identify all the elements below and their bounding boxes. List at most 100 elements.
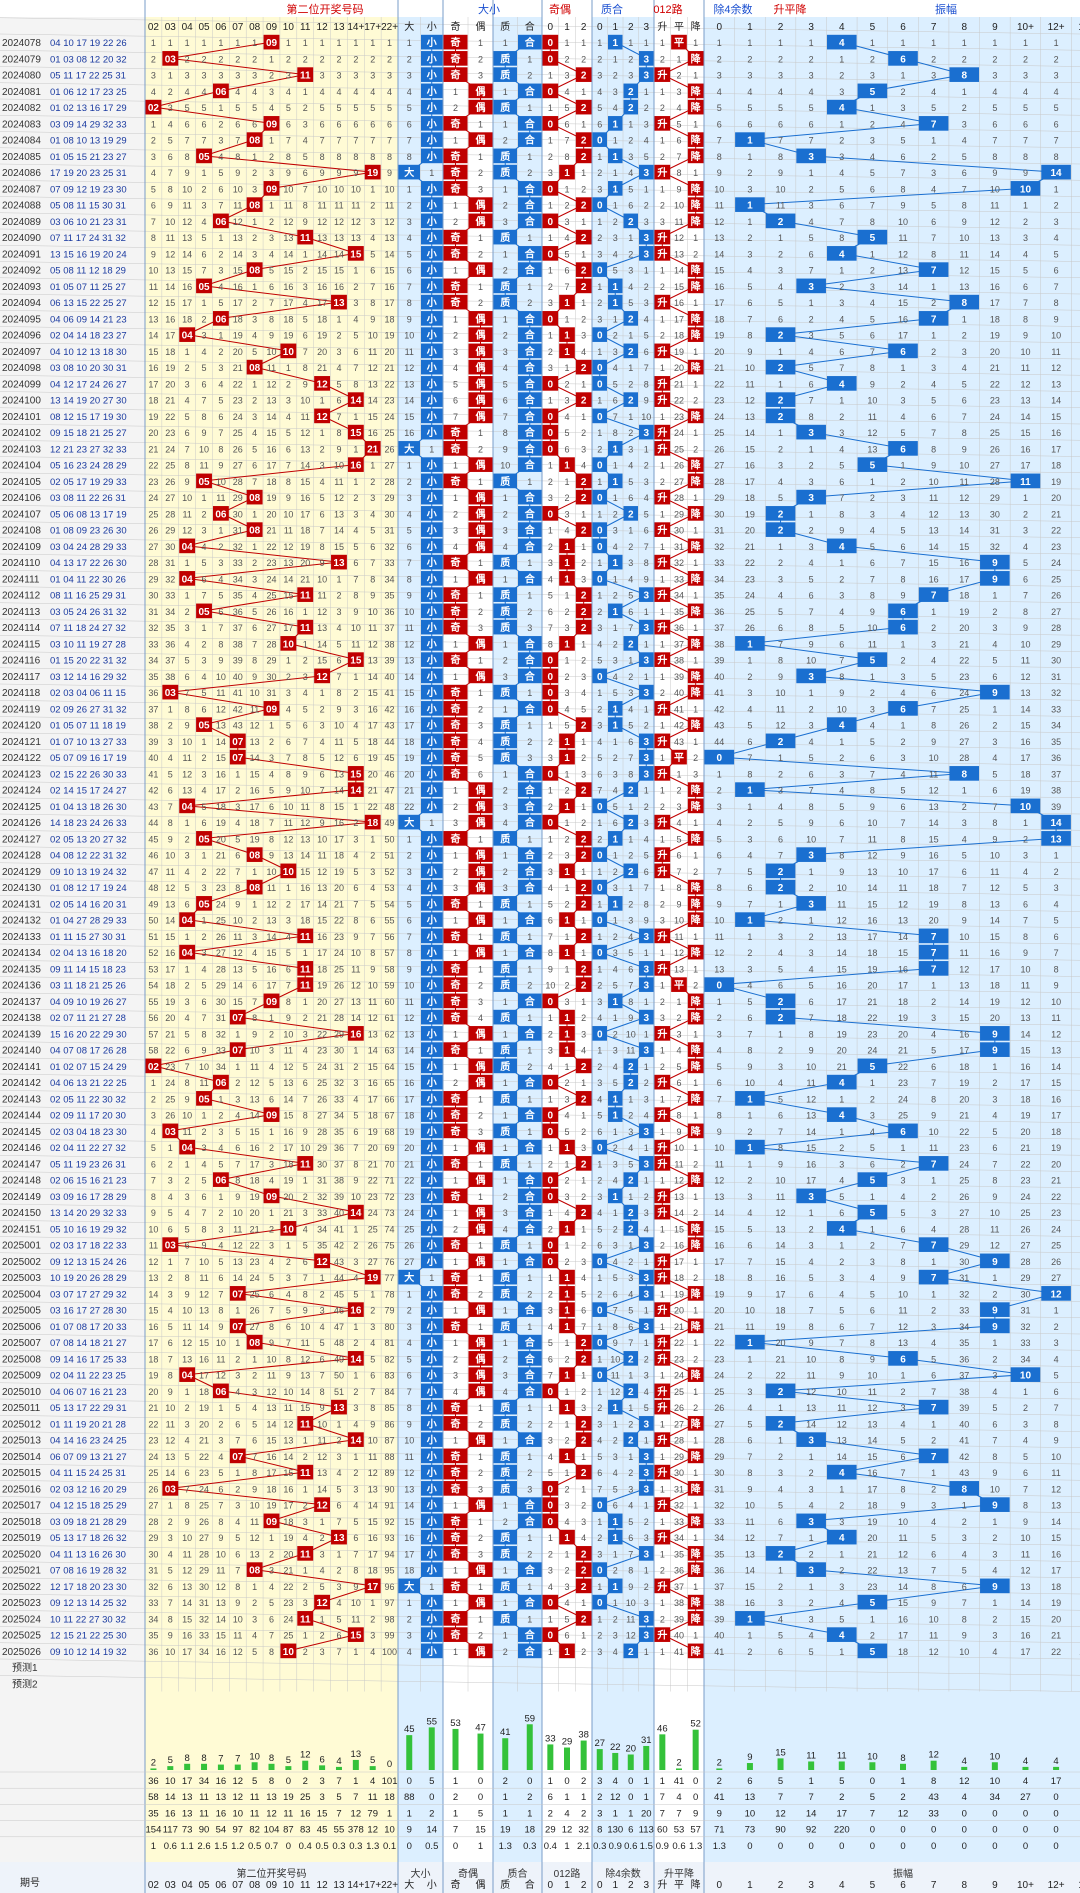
column-footer-amp-5: 5 xyxy=(870,1880,876,1891)
omission-count: 2 xyxy=(370,1306,375,1316)
omission-count: 3 xyxy=(503,1208,508,1218)
omission-count: 18 xyxy=(334,851,344,861)
omission-count: 15 xyxy=(368,1062,378,1072)
cell-mark-text-r3: 0 xyxy=(548,509,554,520)
cell-mark-text-dx: 小 xyxy=(426,751,437,764)
omission-count: 2 xyxy=(252,558,257,568)
omission-count: 2 xyxy=(581,54,586,64)
omission-count: 5 xyxy=(202,802,207,812)
omission-count: 21 xyxy=(368,786,378,796)
cell-mark-text-amp: 6 xyxy=(900,54,906,65)
omission-count: 6 xyxy=(185,1468,190,1478)
omission-count: 7 xyxy=(185,136,190,146)
omission-count: 10 xyxy=(351,948,361,958)
omission-count: 33 xyxy=(385,558,395,568)
omission-count: 14 xyxy=(182,249,192,259)
omission-count: 12 xyxy=(334,217,344,227)
omission-count: 6 xyxy=(303,1078,308,1088)
omission-count: 5 xyxy=(628,591,633,601)
omission-count: 1 xyxy=(597,477,602,487)
omission-count: 5 xyxy=(286,948,291,958)
period-label: 2025018 xyxy=(2,1517,41,1528)
omission-count: 18 xyxy=(199,1387,209,1397)
omission-count: 29 xyxy=(385,493,395,503)
omission-count: 10 xyxy=(626,1029,636,1039)
omission-count: 20 xyxy=(317,997,327,1007)
cell-mark-text-m4: 0 xyxy=(597,542,603,553)
omission-count: 2 xyxy=(503,786,508,796)
omission-count: 2 xyxy=(613,591,618,601)
omission-count: 7 xyxy=(407,558,412,568)
draw-numbers: 04 06 07 16 21 23 xyxy=(50,1387,127,1398)
cell-mark-pos xyxy=(347,246,364,261)
omission-count: 2 xyxy=(370,1614,375,1624)
omission-count: 10 xyxy=(182,1111,192,1121)
omission-count: 2 xyxy=(185,1403,190,1413)
omission-count: 1 xyxy=(453,493,458,503)
cell-mark-text-spj: 升 xyxy=(657,1336,667,1349)
omission-count: 5 xyxy=(286,103,291,113)
cell-mark-text-r3: 1 xyxy=(564,1403,570,1414)
omission-count: 1 xyxy=(503,704,508,714)
cell-mark-text-r3: 2 xyxy=(581,1582,587,1593)
omission-count: 92 xyxy=(385,1517,395,1527)
omission-count: 1 xyxy=(353,802,358,812)
cell-mark-text-amp: 3 xyxy=(808,1566,814,1577)
appear-bar xyxy=(612,1752,619,1770)
omission-count: 1 xyxy=(303,607,308,617)
omission-count: 1 xyxy=(564,1387,569,1397)
omission-count: 4 xyxy=(252,1631,257,1641)
omission-count: 4 xyxy=(235,87,240,97)
cell-mark-text-jo: 偶 xyxy=(475,637,486,650)
omission-count: 37 xyxy=(233,623,243,633)
cell-mark-text-dx: 小 xyxy=(426,491,437,504)
omission-count: 3 xyxy=(370,1631,375,1641)
period-label: 2025026 xyxy=(2,1647,41,1658)
omission-count: 10 xyxy=(216,672,226,682)
omission-count: 25 xyxy=(317,1078,327,1088)
omission-count: 4 xyxy=(581,688,586,698)
omission-count: 1 xyxy=(527,1241,532,1251)
omission-count: 27 xyxy=(368,1257,378,1267)
omission-count: 1 xyxy=(628,883,633,893)
omission-count: 11 xyxy=(317,851,326,861)
omission-count: 18 xyxy=(368,737,378,747)
cell-mark-text-dx: 小 xyxy=(426,572,437,585)
draw-numbers: 04 10 17 19 22 26 xyxy=(50,38,127,49)
cell-mark-text-amp: 14 xyxy=(1051,168,1063,179)
row-line xyxy=(0,683,1080,701)
cell-mark-text-amp: 3 xyxy=(808,1436,814,1447)
cell-mark-text-spj: 降 xyxy=(691,150,702,163)
cell-mark-text-jo: 奇 xyxy=(451,36,461,49)
omission-count: 2 xyxy=(548,1159,553,1169)
omission-count: 7 xyxy=(303,347,308,357)
trend-line-pos xyxy=(203,464,356,482)
omission-count: 14 xyxy=(368,672,378,682)
omission-count: 6 xyxy=(370,916,375,926)
omission-count: 7 xyxy=(320,1371,325,1381)
omission-count: 2 xyxy=(564,1257,569,1267)
omission-count: 1 xyxy=(353,672,358,682)
omission-count: 2 xyxy=(320,1289,325,1299)
cell-mark-text-pos: 15 xyxy=(350,769,362,780)
omission-count: 2 xyxy=(527,1289,532,1299)
trend-line-pos xyxy=(321,1585,373,1603)
omission-count: 5 xyxy=(628,948,633,958)
omission-count: 17 xyxy=(233,298,243,308)
omission-count: 1 xyxy=(202,493,207,503)
trend-line-amp xyxy=(749,626,904,644)
omission-count: 5 xyxy=(320,493,325,503)
cell-mark-text-amp: 6 xyxy=(900,607,906,618)
draw-numbers: 09 10 13 19 24 32 xyxy=(50,867,127,878)
trend-line-pos xyxy=(187,1146,306,1164)
omission-count: 2 xyxy=(269,737,274,747)
cell-mark-text-amp: 2 xyxy=(778,1419,784,1430)
cell-mark-text-jo: 偶 xyxy=(475,865,486,878)
cell-mark-text-jo: 奇 xyxy=(451,995,461,1008)
cell-mark-text-jo: 偶 xyxy=(475,1174,486,1187)
omission-count: 98 xyxy=(385,1614,395,1624)
column-footer-amp-8: 8 xyxy=(961,1880,967,1891)
trend-line-pos xyxy=(237,1455,306,1473)
omission-count: 4 xyxy=(353,314,358,324)
omission-count: 6 xyxy=(353,347,358,357)
